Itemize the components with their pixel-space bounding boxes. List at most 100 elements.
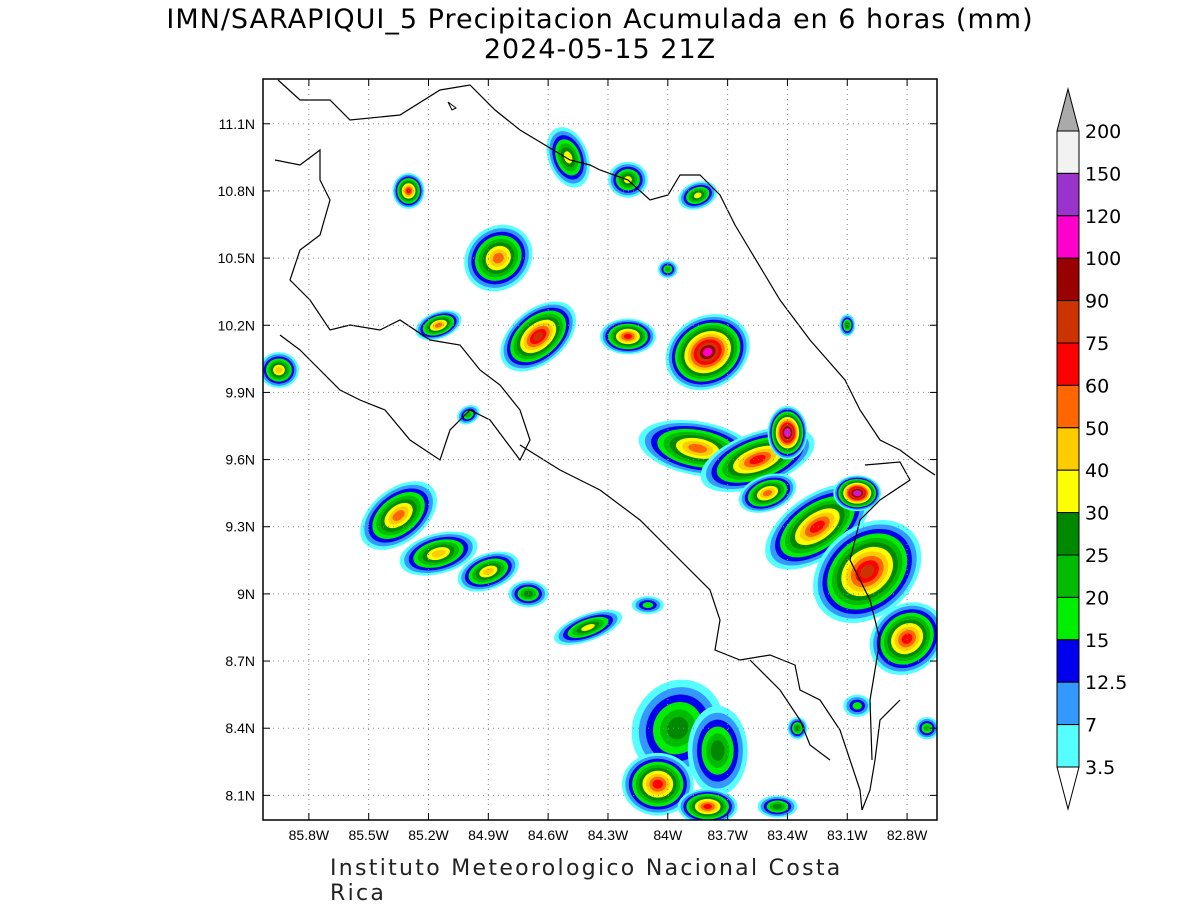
rain-cell xyxy=(500,301,576,372)
lon-tick-label: 82.8W xyxy=(887,827,928,843)
lon-tick-label: 85.5W xyxy=(348,827,389,843)
colorbar-swatch xyxy=(1056,681,1080,726)
rain-cell xyxy=(839,314,856,337)
rain-contour xyxy=(762,490,773,497)
rain-contour xyxy=(772,803,783,810)
rain-cell xyxy=(678,181,718,210)
colorbar-swatch xyxy=(1056,427,1080,471)
rain-contour xyxy=(854,491,860,496)
colorbar-swatch xyxy=(1056,130,1080,174)
rain-cell xyxy=(263,352,299,388)
rain-contour xyxy=(703,347,713,357)
lat-tick-label: 8.7N xyxy=(225,653,255,669)
rain-contour xyxy=(809,520,825,533)
lon-tick-label: 83.1W xyxy=(827,827,868,843)
longitude-axis: 85.8W 85.5W 85.2W 84.9W 84.6W 84.3W 84W 83.7W 83… xyxy=(289,79,928,843)
lat-tick-label: 10.2N xyxy=(218,317,255,333)
rain-cell xyxy=(360,481,437,550)
colorbar-label: 90 xyxy=(1085,291,1109,313)
lat-tick-label: 11.1N xyxy=(219,116,255,132)
rain-contour xyxy=(710,740,725,761)
colorbar-bottom-arrow xyxy=(1056,766,1080,811)
colorbar-label: 25 xyxy=(1085,545,1109,567)
rain-cell xyxy=(621,752,694,816)
lon-tick-label: 84.9W xyxy=(468,827,509,843)
rain-contour xyxy=(482,567,494,576)
map-valid-time: 2024-05-15 21Z xyxy=(483,34,717,65)
rain-contour xyxy=(642,602,654,609)
island xyxy=(447,101,457,111)
colorbar-label: 150 xyxy=(1085,163,1121,185)
rain-contour xyxy=(703,804,712,810)
lon-tick-label: 84.6W xyxy=(528,827,569,843)
lat-tick-label: 9.3N xyxy=(225,519,255,535)
rain-contour xyxy=(275,366,283,374)
lat-tick-label: 9.6N xyxy=(225,452,255,468)
rain-contour xyxy=(533,331,544,342)
colorbar-swatch xyxy=(1056,342,1080,386)
rain-cell xyxy=(833,475,882,512)
rain-contour xyxy=(852,702,862,710)
rain-cell xyxy=(457,551,519,592)
nicoya-coastline xyxy=(274,148,531,462)
rain-cell xyxy=(757,795,798,818)
graticule xyxy=(263,79,937,820)
rain-cell xyxy=(738,473,797,513)
lon-tick-label: 83.7W xyxy=(707,827,748,843)
rain-contour xyxy=(749,454,766,465)
rain-cell xyxy=(813,519,922,624)
colorbar-label: 120 xyxy=(1085,206,1121,228)
colorbar-label: 7 xyxy=(1085,715,1097,737)
rain-contour xyxy=(652,779,663,789)
lon-tick-label: 85.2W xyxy=(408,827,449,843)
gulf-dulce-coast xyxy=(749,659,831,761)
rain-contour xyxy=(785,429,790,436)
colorbar-label: 40 xyxy=(1085,460,1109,482)
rain-cell xyxy=(457,405,480,425)
rain-cell xyxy=(415,310,462,341)
precipitation-field xyxy=(263,127,937,820)
colorbar-swatch xyxy=(1056,257,1080,302)
colorbar-legend: 3.5 7 12.5 15 20 25 30 40 50 60 75 90 100 120 150 200 xyxy=(1056,87,1127,811)
colorbar-label: 15 xyxy=(1085,630,1109,652)
colorbar-label: 100 xyxy=(1085,248,1121,270)
rain-contour xyxy=(667,716,689,740)
southern-coastline xyxy=(519,444,901,811)
rain-contour xyxy=(901,633,913,644)
colorbar-swatch xyxy=(1056,469,1080,514)
colorbar-label: 75 xyxy=(1085,333,1109,355)
lat-tick-label: 8.4N xyxy=(225,720,255,736)
rain-cell xyxy=(915,717,937,740)
rain-contour xyxy=(688,443,708,453)
colorbar-top-arrow xyxy=(1056,87,1080,132)
colorbar-label: 60 xyxy=(1085,375,1109,397)
colorbar-swatch xyxy=(1056,215,1080,259)
border-panama xyxy=(849,461,911,761)
lat-tick-label: 9N xyxy=(237,586,255,602)
rain-cell xyxy=(546,127,590,188)
rain-contour xyxy=(860,564,875,579)
rain-cell xyxy=(665,314,750,391)
coastline-lines xyxy=(274,79,936,811)
colorbar-label: 20 xyxy=(1085,587,1109,609)
rain-contour xyxy=(845,322,850,328)
lon-tick-label: 84.3W xyxy=(588,827,629,843)
rain-cell xyxy=(787,717,808,740)
lat-tick-label: 8.1N xyxy=(225,787,255,803)
rain-cell xyxy=(687,705,748,796)
colorbar-label: 12.5 xyxy=(1085,672,1127,694)
lon-tick-label: 83.4W xyxy=(767,827,808,843)
lon-tick-label: 85.8W xyxy=(289,827,330,843)
lon-tick-label: 84W xyxy=(653,827,683,843)
colorbar-swatch xyxy=(1056,384,1080,429)
lat-tick-label: 9.9N xyxy=(225,384,255,400)
map-title: IMN/SARAPIQUI_5 Precipitacion Acumulada … xyxy=(166,4,1034,35)
rain-contour xyxy=(693,192,702,199)
rain-cell xyxy=(767,405,808,460)
latitude-axis: 11.1N 10.8N 10.5N 10.2N 9.9N 9.6N 9.3N 9N 8.7N 8.… xyxy=(218,116,937,803)
colorbar-swatch xyxy=(1056,554,1080,598)
rain-cell xyxy=(553,609,623,646)
lat-tick-label: 10.5N xyxy=(218,250,255,266)
colorbar-swatch xyxy=(1056,300,1080,344)
plot-frame xyxy=(262,78,938,821)
